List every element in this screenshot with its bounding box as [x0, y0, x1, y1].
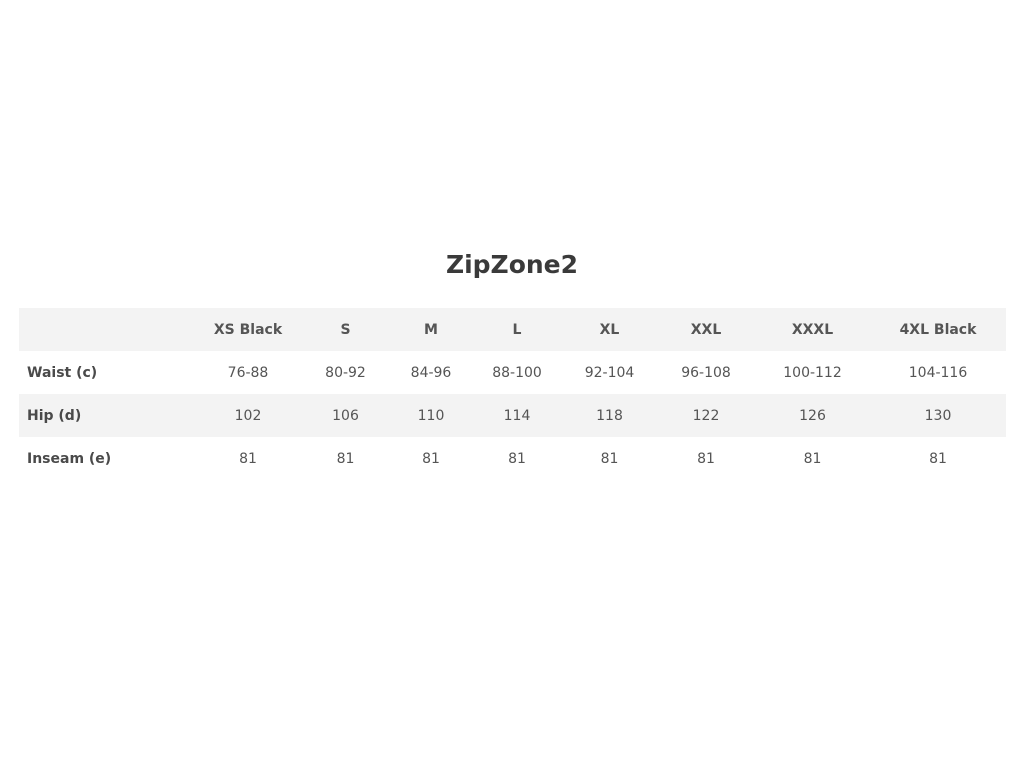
column-header: L — [512, 321, 522, 338]
table-cell: 100-112 — [783, 364, 842, 381]
table-cell: 106 — [332, 407, 359, 424]
table-cell: 102 — [234, 407, 262, 424]
table-cell: 84-96 — [410, 364, 452, 381]
table-cell: 118 — [596, 407, 623, 424]
table-cell: 126 — [799, 407, 826, 424]
table-cell: 88-100 — [492, 364, 542, 381]
column-header: XXL — [690, 321, 722, 338]
column-header: 4XL Black — [899, 321, 977, 338]
table-cell: 92-104 — [584, 364, 635, 381]
page-title: ZipZone2 — [445, 250, 579, 279]
column-header: XS Black — [213, 321, 283, 338]
table-cell: 104-116 — [908, 364, 968, 381]
table-cell: 81 — [803, 450, 822, 467]
row-label: Waist (c) — [27, 364, 98, 381]
size-chart-table: XS Black S M L XL XXL XXXL 4XL Black Waist (c) 7… — [19, 308, 1006, 480]
table-cell: 76-88 — [227, 364, 269, 381]
table-cell: 122 — [692, 407, 720, 424]
column-header: M — [424, 321, 438, 338]
table-row: Inseam (e) 81 81 81 81 81 81 81 81 — [19, 437, 1006, 480]
column-header: XL — [599, 321, 620, 338]
table-cell: 110 — [417, 407, 445, 424]
column-header: S — [340, 321, 351, 338]
column-header — [19, 308, 195, 351]
table-cell: 81 — [422, 450, 440, 467]
table-cell: 81 — [336, 450, 355, 467]
table-cell: 81 — [697, 450, 715, 467]
table-cell: 96-108 — [681, 364, 731, 381]
table-cell: 81 — [508, 450, 526, 467]
table-cell: 130 — [924, 407, 952, 424]
table-cell: 81 — [600, 450, 619, 467]
row-label: Hip (d) — [27, 407, 82, 424]
table-row: Hip (d) 102 106 110 114 118 122 126 130 — [19, 394, 1006, 437]
column-header: XXXL — [791, 321, 834, 338]
table-header-row: XS Black S M L XL XXL XXXL 4XL Black — [19, 308, 1006, 351]
table-cell: 114 — [503, 407, 531, 424]
row-label: Inseam (e) — [27, 450, 112, 467]
table-cell: 81 — [239, 450, 257, 467]
table-row: Waist (c) 76-88 80-92 84-96 88-100 92-104 96-1… — [19, 351, 1006, 394]
table-cell: 81 — [929, 450, 947, 467]
table-cell: 80-92 — [325, 364, 366, 381]
